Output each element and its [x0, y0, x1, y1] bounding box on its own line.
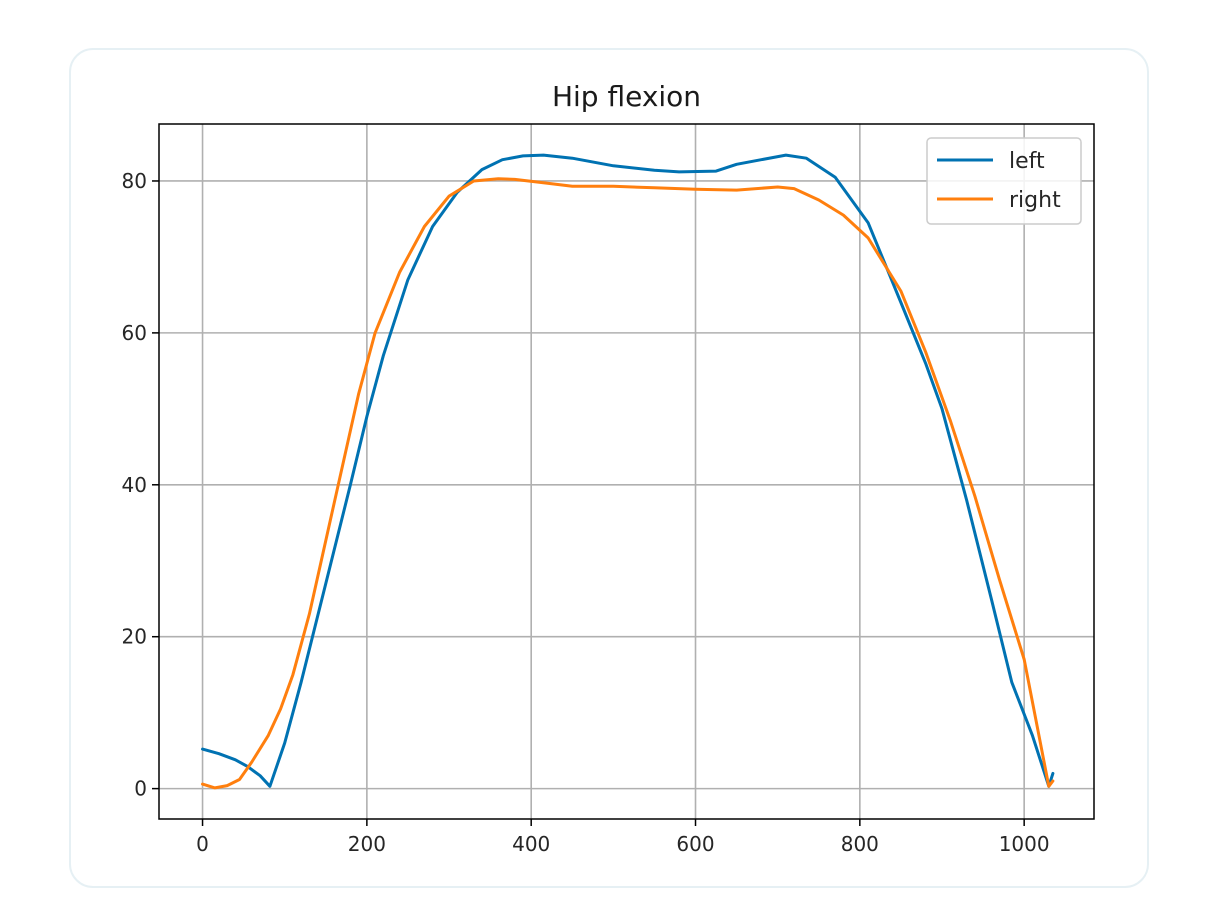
plot-frame	[158, 123, 1095, 820]
axis-ticks: 0 200 400 600 800 1000 0 20 40 60 80	[122, 169, 1050, 856]
y-tick-label: 80	[122, 169, 147, 193]
x-tick-label: 200	[348, 832, 386, 856]
y-tick-label: 60	[122, 321, 147, 345]
legend-label-left: left	[1009, 149, 1045, 174]
y-tick-label: 40	[122, 473, 147, 497]
grid-lines	[159, 124, 1094, 819]
y-tick-label: 20	[122, 625, 147, 649]
x-tick-label: 400	[512, 832, 550, 856]
series-line-right	[201, 177, 1055, 790]
series-lines	[201, 153, 1055, 790]
chart-title: Hip flexion	[552, 80, 701, 113]
x-tick-label: 0	[196, 832, 209, 856]
x-tick-label: 800	[841, 832, 879, 856]
series-line-left	[201, 153, 1055, 788]
legend: left right	[926, 137, 1082, 225]
x-tick-label: 1000	[999, 832, 1050, 856]
y-tick-label: 0	[134, 777, 147, 801]
x-tick-label: 600	[676, 832, 714, 856]
legend-label-right: right	[1009, 188, 1061, 213]
